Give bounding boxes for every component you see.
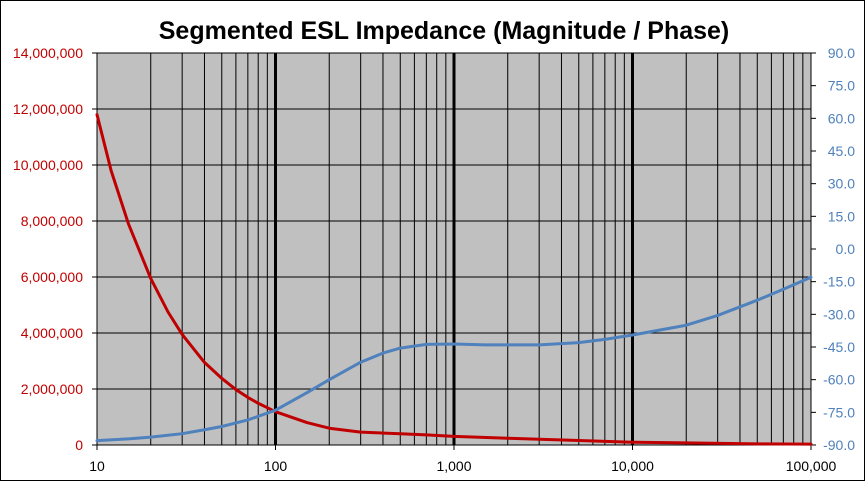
right-tick-label: 0.0	[836, 241, 856, 257]
right-tick-label: -90.0	[823, 437, 855, 453]
x-tick-label: 10	[89, 458, 105, 474]
right-tick-label: 90.0	[828, 45, 855, 61]
plot-area: 0 2,000,000 4,000,000 6,000,000 8,000,000 10,…	[13, 45, 855, 474]
right-tick-label: 60.0	[828, 110, 855, 126]
right-tick-label: -60.0	[823, 372, 855, 388]
right-tick-label: -30.0	[823, 306, 855, 322]
x-tick-label: 100,000	[786, 458, 837, 474]
magnitude-series-line	[95, 113, 813, 446]
left-tick-label: 2,000,000	[21, 381, 83, 397]
x-tick-label: 10,000	[611, 458, 654, 474]
left-tick-label: 4,000,000	[21, 325, 83, 341]
phase-series-line	[95, 275, 813, 443]
right-tick-label: 45.0	[828, 143, 855, 159]
left-tick-label: 0	[75, 437, 83, 453]
right-tick-label: -15.0	[823, 274, 855, 290]
right-tick-label: 75.0	[828, 78, 855, 94]
x-tick-label: 100	[264, 458, 288, 474]
x-tick-label: 1,000	[436, 458, 471, 474]
right-tick-label: 30.0	[828, 176, 855, 192]
right-tick-label: -45.0	[823, 339, 855, 355]
left-tick-label: 8,000,000	[21, 213, 83, 229]
left-tick-label: 12,000,000	[13, 101, 83, 117]
right-tick-label: 15.0	[828, 208, 855, 224]
right-tick-label: -75.0	[823, 404, 855, 420]
chart-title: Segmented ESL Impedance (Magnitude / Pha…	[159, 17, 730, 45]
left-tick-label: 10,000,000	[13, 157, 83, 173]
left-tick-label: 6,000,000	[21, 269, 83, 285]
left-tick-label: 14,000,000	[13, 45, 83, 61]
